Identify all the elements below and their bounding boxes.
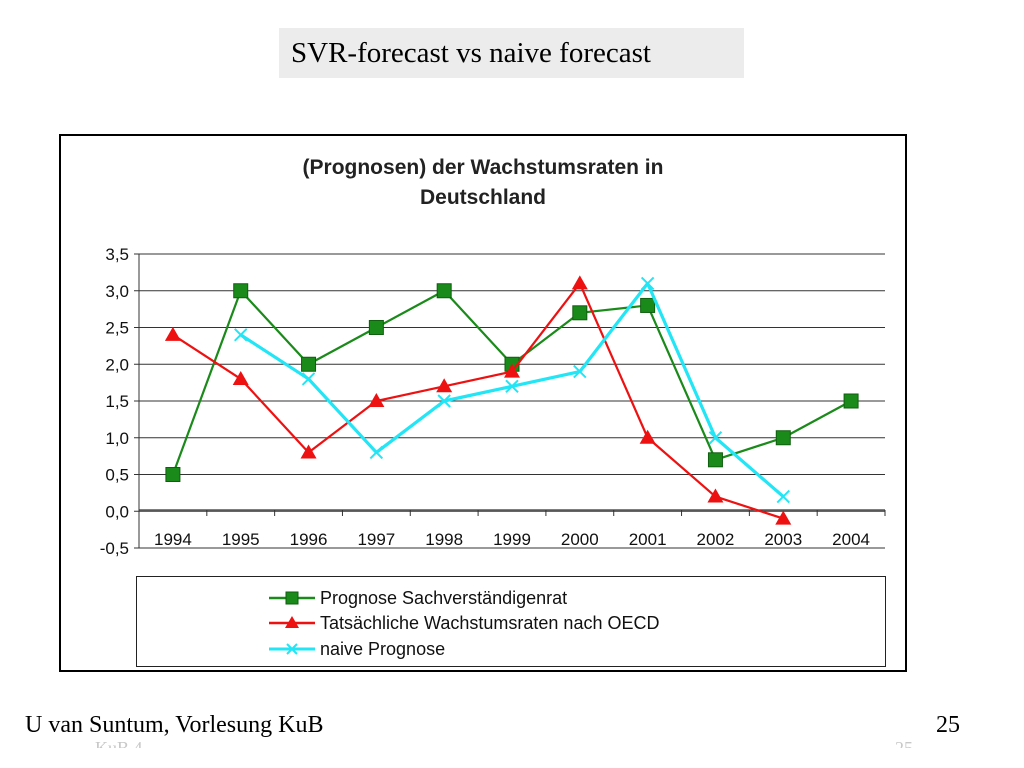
y-tick-label: 3,0: [105, 282, 129, 301]
legend-label: naive Prognose: [320, 639, 446, 659]
y-tick-label: 2,0: [105, 355, 129, 374]
x-tick-label: 1995: [222, 530, 260, 549]
marker-stroke: [505, 379, 519, 394]
data-point-triangle: [436, 378, 453, 393]
marker-stroke: [369, 445, 384, 460]
data-point-triangle: [232, 370, 249, 385]
legend-swatch-square: [269, 591, 315, 605]
marker-stroke: [573, 364, 587, 379]
legend-item-sachverstaendigenrat: Prognose Sachverständigenrat: [137, 586, 885, 610]
data-point-x: [776, 489, 790, 504]
x-tick-label: 2004: [832, 530, 870, 549]
legend-swatch-triangle: [269, 616, 315, 628]
data-point-square: [707, 452, 723, 468]
chart-title-line-2: Deutschland: [419, 186, 547, 209]
axes: 3,5 3,0 2,5 2,0 1,5 1,0 0,5 0,0 -0,5 1994 1995 1996…: [100, 245, 886, 558]
data-point-square: [640, 297, 656, 313]
chart-title: (Prognosen) der Wachstumsraten in Deutsc…: [61, 153, 905, 213]
data-point-triangle: [775, 510, 792, 525]
x-tick-label: 1998: [425, 530, 463, 549]
legend-item-naive: naive Prognose: [137, 637, 885, 661]
series-line: [239, 281, 785, 498]
line-chart: 3,5 3,0 2,5 2,0 1,5 1,0 0,5 0,0 -0,5 1994 1995 1996…: [100, 245, 886, 558]
data-point-x: [640, 276, 655, 291]
data-point-square: [165, 467, 181, 482]
x-tick-label: 2001: [629, 530, 667, 549]
y-tick-label: 1,5: [105, 392, 129, 411]
data-point-square: [301, 356, 317, 372]
data-point-square: [233, 283, 249, 299]
footer-author: U van Suntum, Vorlesung KuB: [25, 712, 324, 738]
data-point-triangle: [300, 444, 317, 459]
data-point-x: [708, 431, 723, 445]
marker-stroke: [301, 372, 316, 386]
y-tick-label: -0,5: [100, 539, 129, 558]
chart-legend: Prognose Sachverständigenrat Tatsächlich…: [136, 576, 886, 667]
series-line: [171, 289, 852, 475]
data-point-triangle: [504, 363, 520, 378]
data-point-square: [572, 305, 588, 321]
series-2: [234, 276, 790, 504]
data-point-x: [437, 394, 451, 408]
grid-lines: [139, 253, 885, 549]
series-line: [172, 282, 784, 520]
series-0: [165, 283, 859, 482]
y-tick-label: 1,0: [105, 429, 129, 448]
data-point-triangle: [639, 429, 656, 444]
data-point-square: [436, 283, 452, 299]
y-tick-label: 0,5: [105, 466, 129, 485]
data-series: [164, 275, 859, 525]
legend-label: Prognose Sachverständigenrat: [320, 588, 568, 608]
y-tick-label: 2,5: [105, 319, 129, 338]
chart-title-line-1: (Prognosen) der Wachstumsraten in: [302, 156, 664, 179]
data-point-square: [775, 430, 791, 446]
data-point-x: [369, 445, 384, 460]
x-tick-label: 1994: [154, 530, 192, 549]
series-1: [164, 275, 792, 525]
legend-label: Tatsächliche Wachstumsraten nach OECD: [320, 613, 660, 633]
data-point-triangle: [707, 488, 724, 503]
data-point-triangle: [571, 275, 588, 290]
legend-item-oecd: Tatsächliche Wachstumsraten nach OECD: [137, 611, 885, 635]
y-tick-label: 0,0: [105, 502, 129, 521]
data-point-square: [368, 320, 384, 335]
x-tick-label: 2003: [764, 530, 802, 549]
marker-stroke: [640, 276, 655, 291]
x-tick-label: 2000: [561, 530, 599, 549]
data-point-triangle: [368, 393, 385, 407]
x-tick-label: 1996: [290, 530, 328, 549]
marker-stroke: [234, 328, 248, 342]
data-point-x: [505, 379, 519, 394]
data-point-square: [843, 393, 859, 409]
y-tick-label: 3,5: [105, 245, 129, 264]
data-point-x: [301, 372, 316, 386]
slide-title: SVR-forecast vs naive forecast: [279, 28, 744, 78]
page-number: 25: [936, 712, 960, 738]
ghost-footer-right: 25: [895, 738, 913, 748]
chart-frame: (Prognosen) der Wachstumsraten in Deutsc…: [59, 134, 907, 672]
marker-stroke: [708, 431, 723, 445]
marker-stroke: [437, 394, 451, 408]
data-point-x: [234, 328, 248, 342]
legend-swatch-x: [269, 643, 315, 655]
x-tick-label: 1997: [357, 530, 395, 549]
data-point-triangle: [164, 326, 181, 341]
ghost-footer-left: KuB 4: [95, 738, 143, 748]
x-tick-label: 2002: [697, 530, 735, 549]
data-point-x: [573, 364, 587, 379]
x-tick-label: 1999: [493, 530, 531, 549]
marker-stroke: [776, 489, 790, 504]
